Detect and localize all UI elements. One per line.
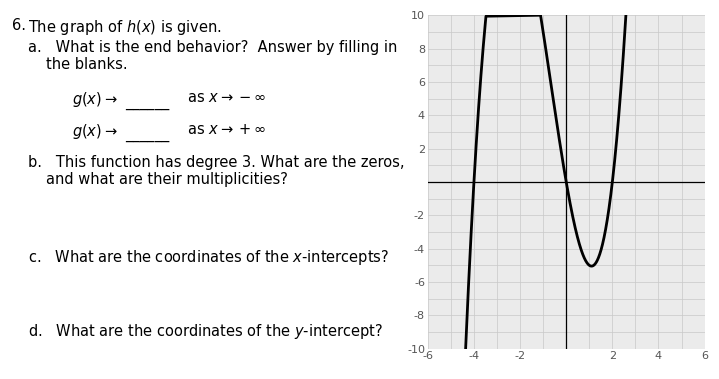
Text: b.   This function has degree 3. What are the zeros,: b. This function has degree 3. What are … bbox=[28, 155, 405, 170]
Text: d.   What are the coordinates of the $y$-intercept?: d. What are the coordinates of the $y$-i… bbox=[28, 322, 383, 341]
Text: ______: ______ bbox=[125, 127, 170, 142]
Text: ______: ______ bbox=[125, 95, 170, 110]
Text: as $x \rightarrow +\infty$: as $x \rightarrow +\infty$ bbox=[183, 122, 265, 137]
Text: $g(x) \rightarrow$: $g(x) \rightarrow$ bbox=[72, 122, 118, 141]
Text: The graph of $h(x)$ is given.: The graph of $h(x)$ is given. bbox=[28, 18, 222, 37]
Text: c.   What are the coordinates of the $x$-intercepts?: c. What are the coordinates of the $x$-i… bbox=[28, 248, 389, 267]
Text: 6.: 6. bbox=[12, 18, 26, 33]
Text: $g(x) \rightarrow$: $g(x) \rightarrow$ bbox=[72, 90, 118, 109]
Text: as $x \rightarrow -\infty$: as $x \rightarrow -\infty$ bbox=[183, 90, 265, 105]
Text: a.   What is the end behavior?  Answer by filling in: a. What is the end behavior? Answer by f… bbox=[28, 40, 398, 55]
Text: and what are their multiplicities?: and what are their multiplicities? bbox=[46, 172, 288, 187]
Text: the blanks.: the blanks. bbox=[46, 57, 128, 72]
